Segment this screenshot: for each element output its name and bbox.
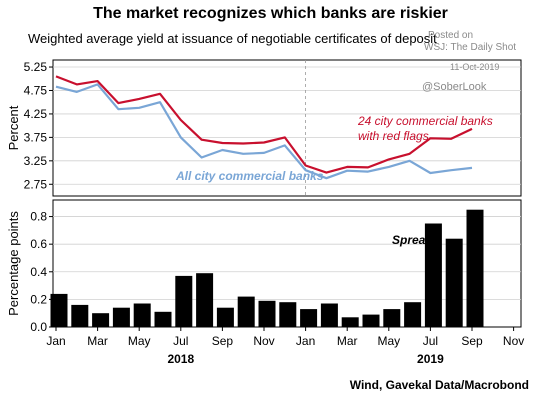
top-panel-frame — [52, 59, 522, 197]
red-series-label-line1: 24 city commercial banks — [357, 114, 493, 128]
spread-bar — [154, 311, 172, 327]
bottom-ylabel: Percentage points — [6, 211, 21, 316]
spread-bar — [258, 300, 276, 327]
year-label: 2018 — [167, 352, 194, 366]
spread-bar — [404, 302, 422, 327]
top-ylabel: Percent — [6, 105, 21, 150]
spread-bar — [424, 223, 442, 327]
xtick-label: Nov — [253, 334, 274, 348]
spread-bar — [50, 293, 68, 327]
spread-bar — [237, 296, 255, 327]
xtick-label: May — [377, 334, 400, 348]
all-city-banks-line — [55, 83, 473, 180]
red-flag-banks-line — [55, 75, 473, 174]
spread-bar — [196, 273, 214, 327]
xtick-label: Jul — [423, 334, 438, 348]
xtick-label: Jan — [296, 334, 315, 348]
source-credit: Wind, Gavekal Data/Macrobond — [349, 378, 529, 392]
spread-bar — [133, 303, 151, 327]
bottom-ytick-label: 0.0 — [30, 320, 47, 334]
watermark-date: 11-Oct-2019 — [450, 62, 500, 72]
xtick-label: Sep — [212, 334, 234, 348]
top-ytick-label: 5.25 — [24, 60, 48, 74]
top-ytick-label: 4.75 — [24, 83, 48, 97]
bottom-ytick-label: 0.4 — [30, 265, 47, 279]
blue-series-label: All city commercial banks — [175, 169, 324, 183]
watermark-source: WSJ: The Daily Shot — [424, 42, 517, 53]
bottom-ytick-label: 0.2 — [30, 292, 47, 306]
watermark-posted: Posted on — [428, 30, 474, 41]
spread-series-label: Spread — [392, 233, 433, 247]
spread-bar — [279, 302, 297, 327]
xtick-label: Jan — [46, 334, 65, 348]
spread-bar — [92, 313, 110, 327]
spread-bar — [466, 209, 484, 327]
spread-bar — [175, 275, 193, 327]
bottom-ytick-label: 0.8 — [30, 210, 47, 224]
xtick-label: Nov — [503, 334, 524, 348]
top-ytick-label: 3.25 — [24, 154, 48, 168]
xtick-label: May — [128, 334, 151, 348]
spread-bar — [71, 304, 89, 327]
year-label: 2019 — [417, 352, 444, 366]
red-series-label-line2: with red flags — [358, 129, 429, 143]
spread-bar — [320, 303, 338, 327]
spread-bar — [445, 238, 463, 327]
top-ytick-label: 2.75 — [24, 177, 48, 191]
spread-bar — [112, 307, 130, 327]
xtick-label: Mar — [87, 334, 108, 348]
top-ytick-label: 3.75 — [24, 130, 48, 144]
spread-bar — [341, 317, 359, 327]
spread-bar — [216, 307, 234, 327]
watermark-handle: @SoberLook — [422, 81, 487, 93]
chart-subtitle: Weighted average yield at issuance of ne… — [28, 31, 437, 46]
chart-title: The market recognizes which banks are ri… — [93, 5, 448, 22]
spread-bar — [300, 309, 318, 327]
spread-bar — [362, 314, 380, 327]
xtick-label: Mar — [337, 334, 358, 348]
top-ytick-label: 4.25 — [24, 107, 48, 121]
xtick-label: Sep — [461, 334, 483, 348]
bottom-ytick-label: 0.6 — [30, 237, 47, 251]
spread-bar — [383, 309, 401, 327]
xtick-label: Jul — [173, 334, 188, 348]
